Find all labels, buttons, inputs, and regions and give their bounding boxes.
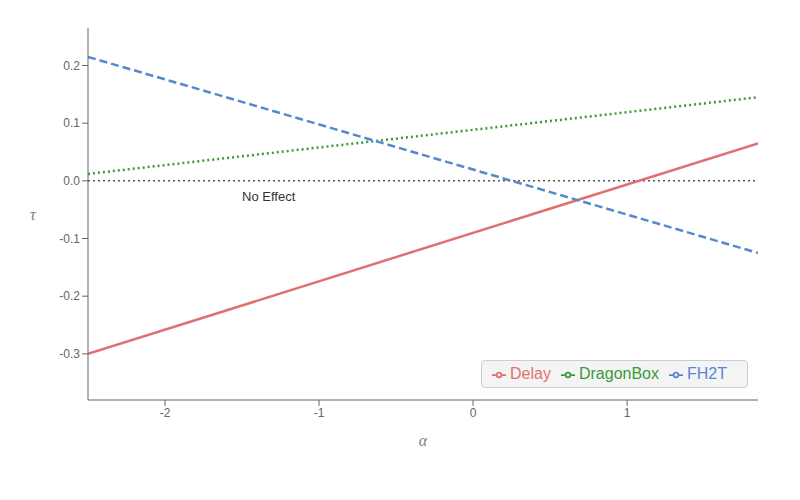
html-text:DragonBox: DragonBox xyxy=(579,365,659,382)
svg-text:0.0: 0.0 xyxy=(63,174,80,188)
html-text:Delay: Delay xyxy=(510,365,551,382)
svg-text:-1: -1 xyxy=(314,406,325,420)
svg-text:No Effect: No Effect xyxy=(242,189,296,204)
svg-text:-0.2: -0.2 xyxy=(59,289,80,303)
svg-text:-2: -2 xyxy=(160,406,171,420)
svg-text:α: α xyxy=(419,432,428,449)
svg-text:-0.3: -0.3 xyxy=(59,347,80,361)
svg-text:τ: τ xyxy=(30,206,37,223)
svg-text:0.1: 0.1 xyxy=(63,116,80,130)
svg-text:0.2: 0.2 xyxy=(63,59,80,73)
svg-text:1: 1 xyxy=(624,406,631,420)
svg-text:-0.1: -0.1 xyxy=(59,232,80,246)
html-text:FH2T: FH2T xyxy=(687,365,727,382)
svg-text:0: 0 xyxy=(470,406,477,420)
